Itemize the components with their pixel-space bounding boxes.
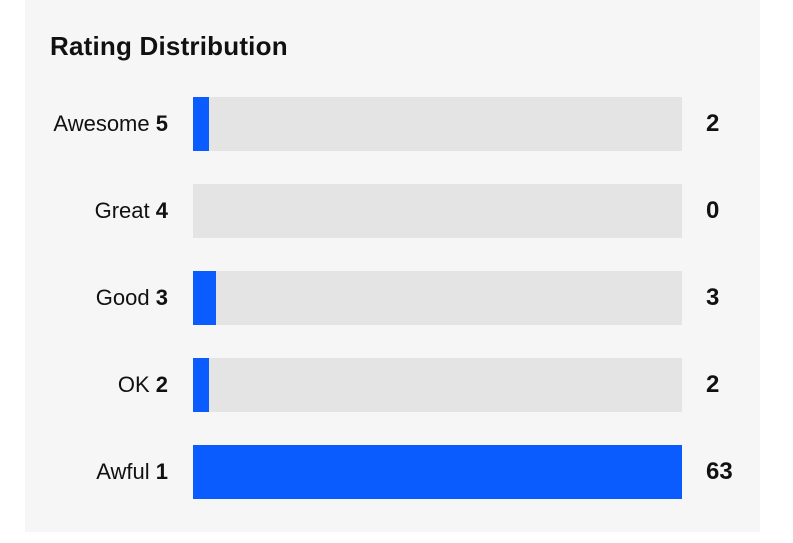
rating-label-text: Awful bbox=[96, 459, 150, 484]
rating-label: Awful 1 bbox=[96, 445, 168, 499]
rating-star-value: 5 bbox=[155, 111, 168, 136]
rating-label-text: Awesome bbox=[53, 111, 150, 136]
rating-bar-track bbox=[193, 445, 682, 499]
rating-bar-track bbox=[193, 97, 682, 151]
rating-label: Great 4 bbox=[95, 184, 168, 238]
rating-row-5: Awesome 5 2 bbox=[0, 97, 793, 151]
panel-title: Rating Distribution bbox=[50, 31, 288, 61]
rating-bar-fill bbox=[193, 358, 209, 412]
rating-label: Awesome 5 bbox=[53, 97, 168, 151]
rating-star-value: 1 bbox=[155, 459, 168, 484]
rating-bar-fill bbox=[193, 271, 217, 325]
rating-count: 0 bbox=[706, 197, 720, 224]
rating-row-3: Good 3 3 bbox=[0, 271, 793, 325]
rating-label: Good 3 bbox=[96, 271, 168, 325]
rating-distribution-panel bbox=[25, 0, 760, 532]
rating-label-text: OK bbox=[117, 372, 150, 397]
rating-row-4: Great 4 0 bbox=[0, 184, 793, 238]
rating-count: 3 bbox=[706, 284, 720, 311]
rating-bar-track bbox=[193, 271, 682, 325]
rating-star-value: 2 bbox=[155, 372, 168, 397]
rating-row-1: Awful 1 63 bbox=[0, 445, 793, 499]
rating-bar-track bbox=[193, 358, 682, 412]
rating-bar-fill bbox=[193, 97, 209, 151]
rating-bar-fill bbox=[193, 445, 682, 499]
rating-bar-track bbox=[193, 184, 682, 238]
rating-label-text: Great bbox=[94, 198, 150, 223]
rating-label: OK 2 bbox=[118, 358, 168, 412]
rating-star-value: 3 bbox=[155, 285, 168, 310]
rating-star-value: 4 bbox=[155, 198, 168, 223]
rating-count: 63 bbox=[706, 458, 733, 485]
rating-count: 2 bbox=[706, 371, 720, 398]
rating-count: 2 bbox=[706, 110, 720, 137]
rating-row-2: OK 2 2 bbox=[0, 358, 793, 412]
rating-label-text: Good bbox=[95, 285, 150, 310]
